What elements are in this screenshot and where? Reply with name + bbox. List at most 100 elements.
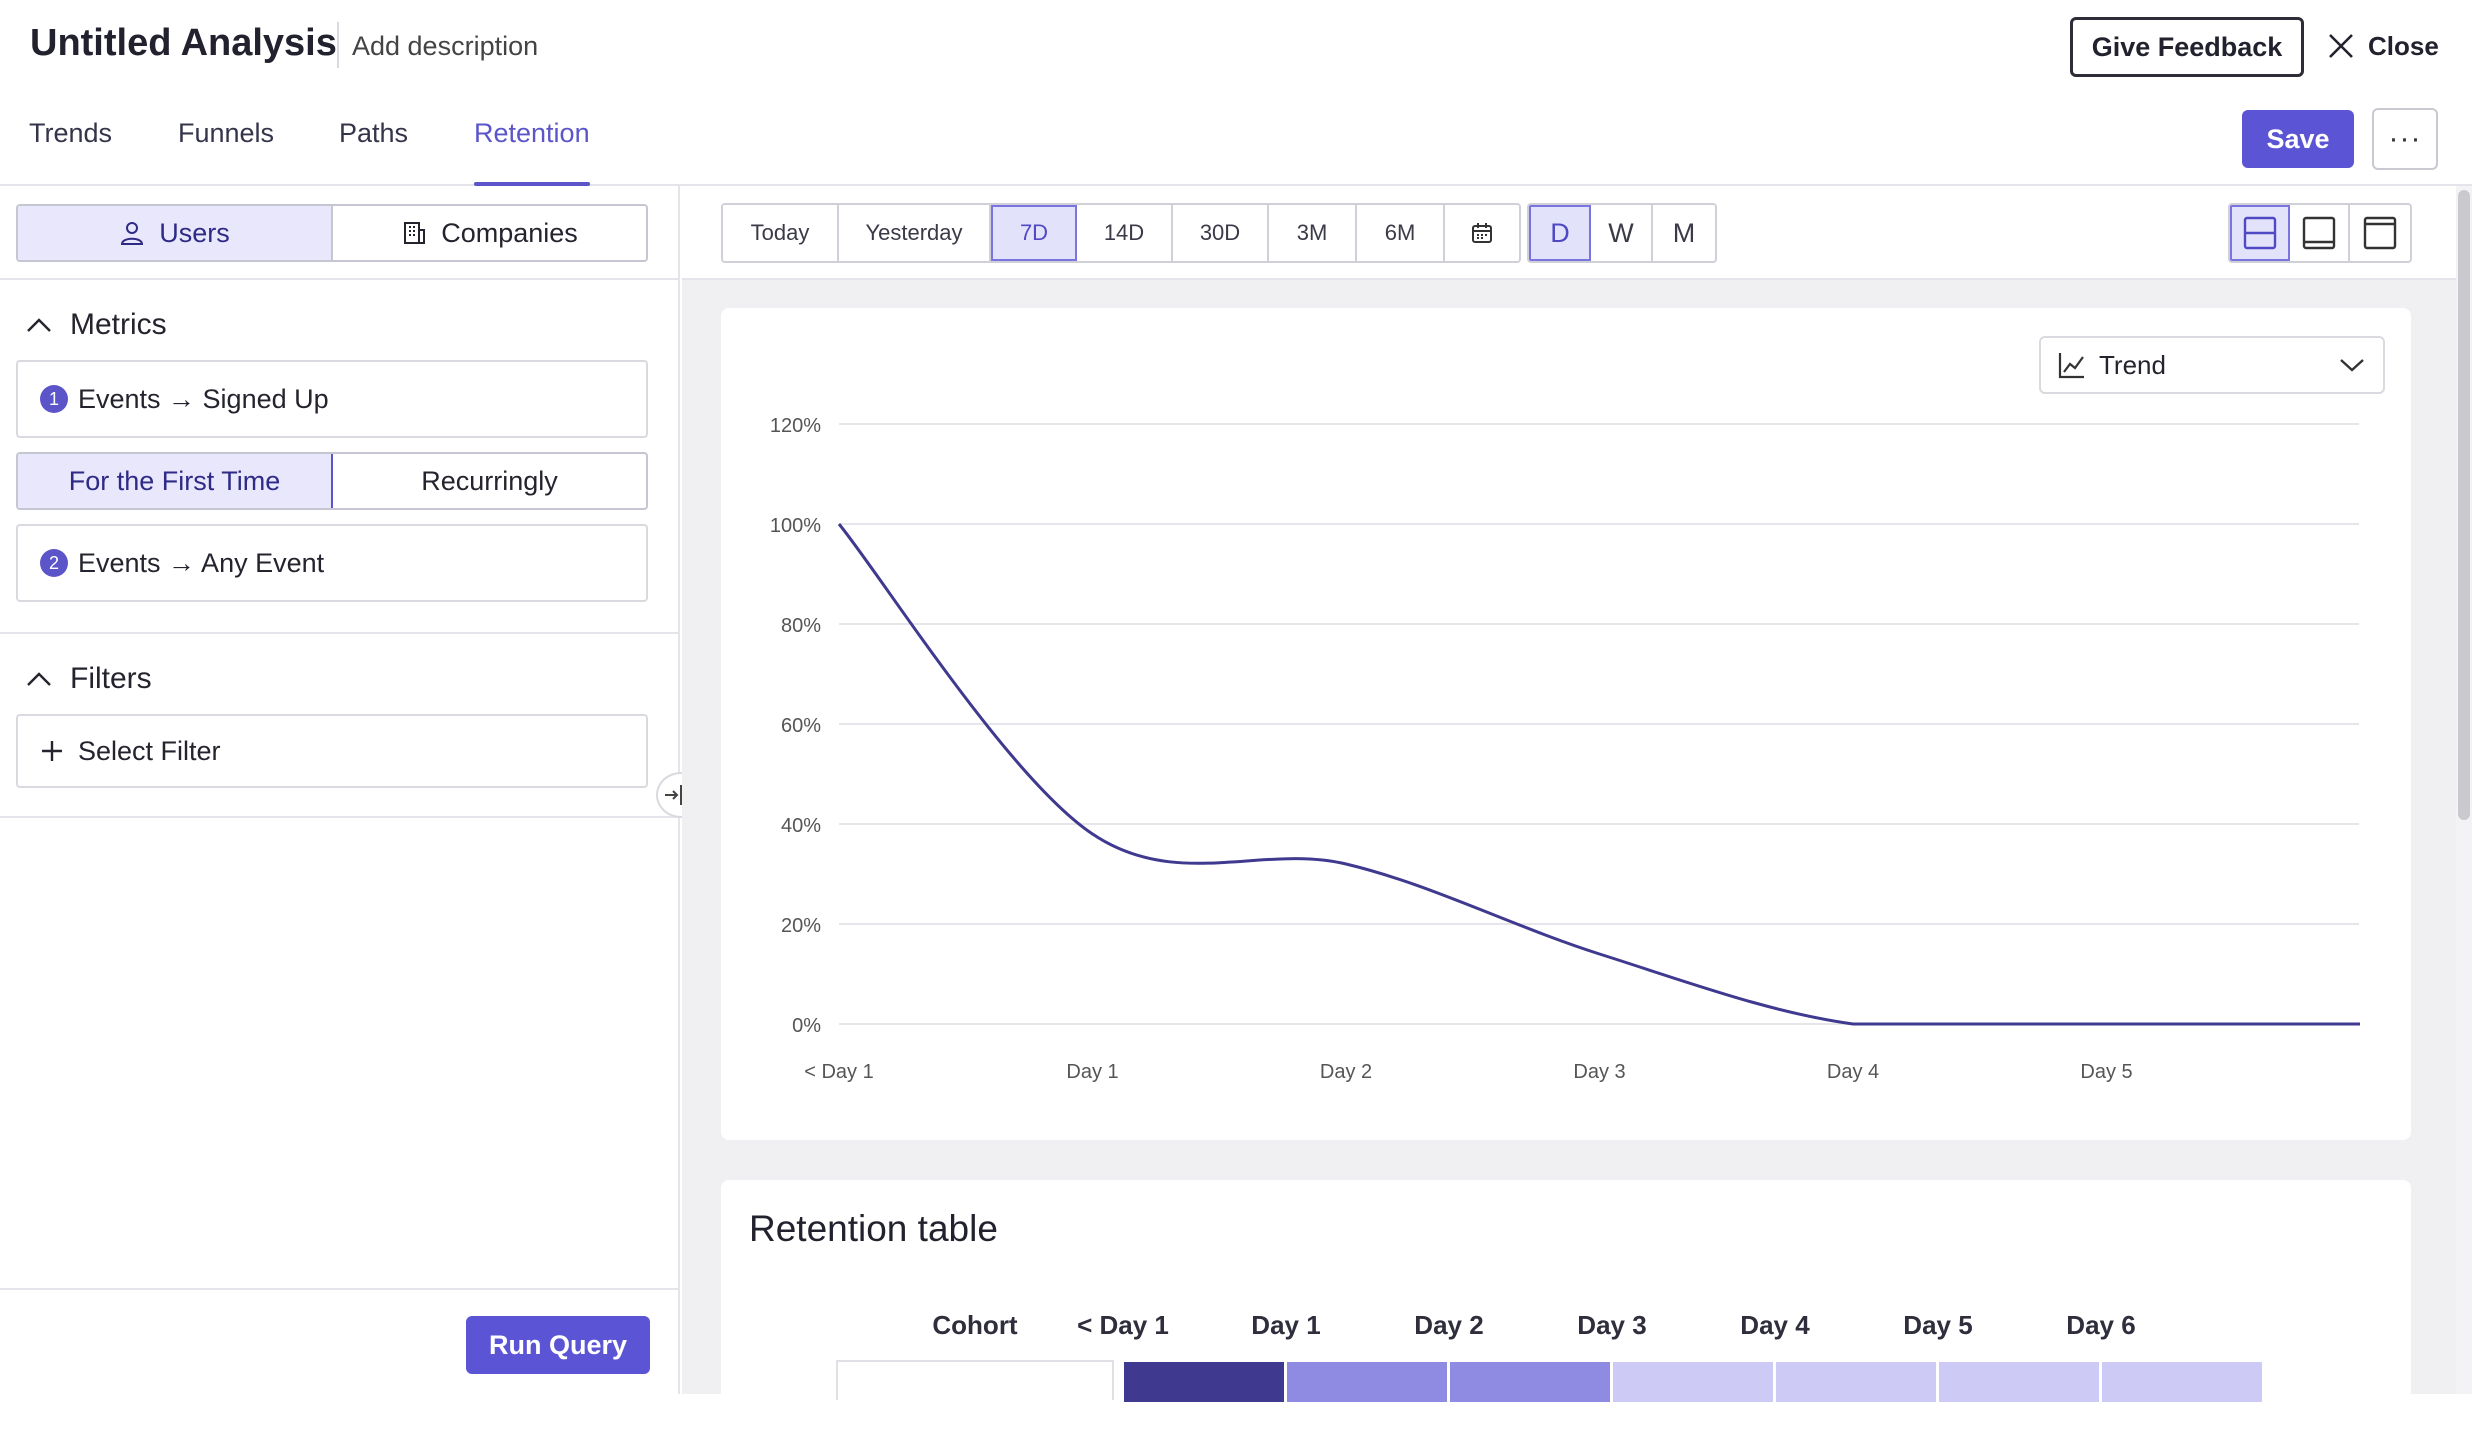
give-feedback-button[interactable]: Give Feedback — [2070, 17, 2304, 77]
metric-item-2[interactable]: 2 Events → Any Event — [16, 524, 648, 602]
filters-heading: Filters — [70, 662, 152, 695]
cohort-cell — [836, 1360, 1114, 1400]
y-tick-label: 40% — [781, 815, 821, 837]
divider — [0, 632, 680, 634]
retention-cell[interactable] — [1450, 1362, 1610, 1402]
retention-cell[interactable] — [1124, 1362, 1284, 1402]
recurringly-option[interactable]: Recurringly — [421, 465, 558, 496]
table-header: Day 2 — [1414, 1310, 1484, 1340]
custom-date-button[interactable] — [1445, 205, 1519, 261]
x-tick-label: Day 5 — [2080, 1061, 2132, 1083]
close-label: Close — [2368, 30, 2439, 61]
chart-type-select[interactable]: Trend — [2039, 336, 2385, 394]
first-time-option[interactable]: For the First Time — [18, 454, 333, 508]
tab-funnels[interactable]: Funnels — [178, 118, 275, 148]
user-icon — [121, 222, 144, 245]
tab-retention[interactable]: Retention — [474, 118, 590, 186]
y-tick-label: 100% — [770, 515, 821, 537]
retention-cell[interactable] — [1939, 1362, 2099, 1402]
frequency-toggle: For the First Time Recurringly — [16, 452, 648, 510]
header: Untitled Analysis Add description Give F… — [0, 0, 2472, 186]
divider — [0, 816, 680, 818]
range-today[interactable]: Today — [723, 205, 839, 261]
x-tick-label: Day 4 — [1827, 1061, 1879, 1083]
divider — [0, 278, 680, 280]
retention-cell[interactable] — [1776, 1362, 1936, 1402]
retention-cell[interactable] — [1613, 1362, 1773, 1402]
date-range-selector: Today Yesterday 7D 14D 30D 3M 6M — [721, 203, 1521, 263]
chevron-up-icon — [27, 672, 51, 686]
granularity-week[interactable]: W — [1591, 205, 1653, 261]
description-field[interactable]: Add description — [352, 31, 539, 61]
entity-toggle: Users Companies — [16, 204, 648, 262]
table-header: Day 3 — [1577, 1310, 1647, 1340]
metric-item-1[interactable]: 1 Events → Signed Up — [16, 360, 648, 438]
retention-table-title: Retention table — [749, 1208, 998, 1249]
filters-section-toggle[interactable]: Filters — [26, 662, 152, 696]
page-title[interactable]: Untitled Analysis — [30, 22, 337, 64]
users-toggle[interactable]: Users — [18, 206, 331, 260]
table-header-cohort: Cohort — [932, 1310, 1018, 1340]
layout-table-button[interactable] — [2350, 205, 2410, 261]
layout-selector — [2228, 203, 2412, 263]
split-layout-icon — [2243, 216, 2277, 250]
range-yesterday[interactable]: Yesterday — [839, 205, 991, 261]
close-icon — [2329, 34, 2353, 58]
layout-split-button[interactable] — [2230, 205, 2290, 261]
granularity-month[interactable]: M — [1672, 217, 1696, 248]
results-toolbar: Today Yesterday 7D 14D 30D 3M 6M D W M — [682, 186, 2472, 280]
range-14d[interactable]: 14D — [1077, 205, 1173, 261]
series-line[interactable] — [837, 523, 2360, 1026]
line-chart-icon — [2058, 353, 2084, 379]
metrics-section-toggle[interactable]: Metrics — [26, 308, 167, 342]
metric-number-badge: 2 — [40, 549, 68, 577]
table-header: Day 1 — [1251, 1310, 1321, 1340]
layout-chart-button[interactable] — [2290, 205, 2350, 261]
users-label: Users — [159, 217, 230, 248]
retention-cell[interactable] — [2102, 1362, 2262, 1402]
close-button[interactable]: Close — [2326, 26, 2439, 66]
companies-toggle[interactable]: Companies — [331, 206, 646, 260]
metric-number-badge: 1 — [40, 385, 68, 413]
range-6m[interactable]: 6M — [1357, 205, 1445, 261]
tab-trends[interactable]: Trends — [29, 118, 113, 148]
retention-cell[interactable] — [1287, 1362, 1447, 1402]
x-tick-label: Day 2 — [1320, 1061, 1372, 1083]
tab-paths[interactable]: Paths — [339, 118, 409, 148]
scrollbar-thumb[interactable] — [2458, 190, 2470, 820]
chart-layout-icon — [2302, 216, 2336, 250]
table-header: < Day 1 — [1077, 1310, 1169, 1340]
table-header: Day 4 — [1740, 1310, 1810, 1340]
plus-icon — [42, 741, 62, 761]
more-options-button[interactable]: ··· — [2372, 108, 2438, 170]
table-layout-icon — [2363, 216, 2397, 250]
y-tick-label: 120% — [770, 415, 821, 437]
save-button[interactable]: Save — [2242, 110, 2354, 168]
chevron-down-icon — [2340, 359, 2364, 372]
y-tick-label: 60% — [781, 715, 821, 737]
granularity-day[interactable]: D — [1529, 205, 1591, 261]
select-filter-label: Select Filter — [78, 735, 221, 766]
range-3m[interactable]: 3M — [1269, 205, 1357, 261]
range-7d[interactable]: 7D — [991, 205, 1077, 261]
y-tick-label: 0% — [792, 1015, 821, 1037]
calendar-icon — [1472, 223, 1492, 243]
x-tick-label: Day 1 — [1066, 1061, 1118, 1083]
results-panel: Today Yesterday 7D 14D 30D 3M 6M D W M — [682, 186, 2472, 1440]
chart-card: 0% 20% 40% 60% 80% 100% 120% < Day 1 Day 1 Day 2 D… — [721, 308, 2411, 1140]
building-icon — [404, 222, 426, 244]
divider — [0, 1288, 680, 1290]
metric-label: Events → Signed Up — [78, 383, 329, 414]
run-query-button[interactable]: Run Query — [466, 1316, 650, 1374]
companies-label: Companies — [441, 217, 578, 248]
select-filter-button[interactable]: Select Filter — [16, 714, 648, 788]
query-builder-panel: Users Companies Metrics 1 Events → Signe… — [0, 186, 680, 1394]
range-30d[interactable]: 30D — [1173, 205, 1269, 261]
retention-chart: 0% 20% 40% 60% 80% 100% 120% < Day 1 Day 1 Day 2 D… — [770, 415, 2360, 1083]
x-tick-label: Day 3 — [1573, 1061, 1625, 1083]
title-divider — [337, 22, 339, 68]
metrics-heading: Metrics — [70, 308, 167, 341]
chart-type-label: Trend — [2099, 349, 2166, 380]
chevron-up-icon — [27, 318, 51, 332]
metric-label: Events → Any Event — [78, 547, 325, 578]
